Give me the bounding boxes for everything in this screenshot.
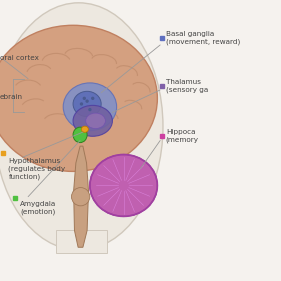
Polygon shape — [56, 230, 107, 253]
Ellipse shape — [0, 3, 163, 250]
Text: oral cortex: oral cortex — [0, 55, 39, 61]
Circle shape — [85, 99, 89, 103]
Polygon shape — [74, 146, 89, 247]
Ellipse shape — [71, 188, 90, 206]
Text: ebrain: ebrain — [0, 94, 23, 100]
Ellipse shape — [63, 83, 117, 131]
Text: Amygdala
(emotion): Amygdala (emotion) — [20, 201, 56, 215]
Circle shape — [91, 97, 94, 100]
Text: Thalamus
(sensory ga: Thalamus (sensory ga — [166, 79, 208, 93]
Circle shape — [83, 97, 86, 100]
Ellipse shape — [81, 126, 88, 132]
Ellipse shape — [0, 25, 157, 171]
Ellipse shape — [86, 113, 105, 129]
Ellipse shape — [90, 155, 157, 216]
Circle shape — [88, 108, 92, 111]
Text: Hypothalamus
(regulates body
function): Hypothalamus (regulates body function) — [8, 158, 65, 180]
Ellipse shape — [73, 105, 112, 136]
Circle shape — [80, 102, 83, 106]
Text: Hippoca
(memory: Hippoca (memory — [166, 129, 199, 143]
Text: Basal ganglia
(movement, reward): Basal ganglia (movement, reward) — [166, 31, 240, 45]
Ellipse shape — [73, 91, 101, 117]
Ellipse shape — [73, 127, 87, 143]
